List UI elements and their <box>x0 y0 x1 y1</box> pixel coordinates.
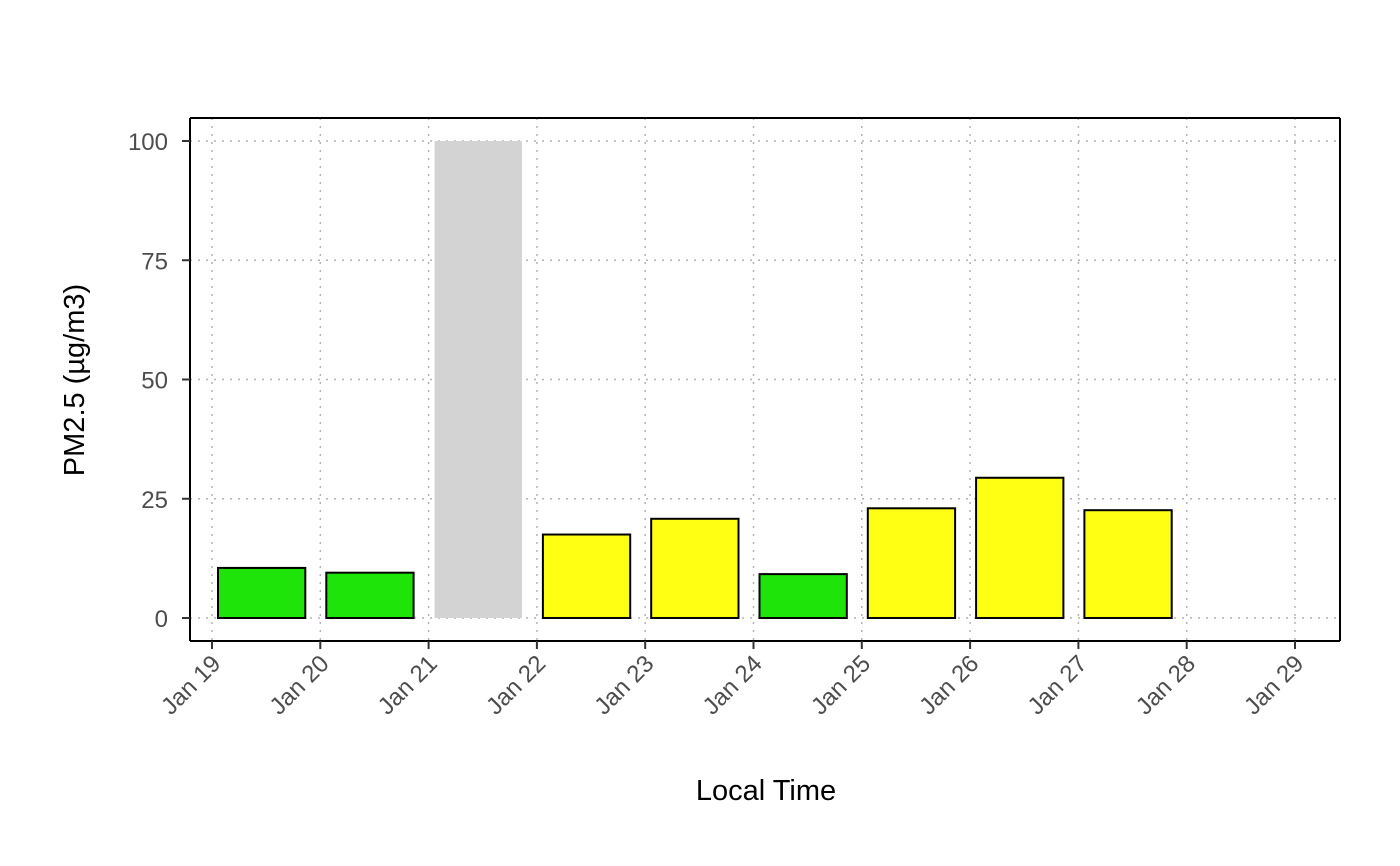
x-tick-label: Jan 25 <box>806 650 876 720</box>
y-axis-title: PM2.5 (µg/m3) <box>59 284 91 476</box>
x-tick-label: Jan 23 <box>589 650 659 720</box>
y-tick-label: 100 <box>128 129 168 156</box>
pm25-bar <box>866 507 957 620</box>
x-tick-label: Jan 22 <box>481 650 551 720</box>
bars <box>217 141 1173 620</box>
x-tick-label: Jan 20 <box>264 650 334 720</box>
y-tick-label: 50 <box>141 368 168 395</box>
pm25-bar <box>1083 509 1173 619</box>
pm25-bar <box>975 476 1065 619</box>
x-tick-label: Jan 21 <box>373 650 443 720</box>
x-tick-label: Jan 27 <box>1023 650 1093 720</box>
pm25-bar <box>325 571 415 619</box>
y-tick-label: 25 <box>141 487 168 514</box>
x-tick-label: Jan 29 <box>1239 650 1309 720</box>
x-tick-label: Jan 26 <box>914 650 984 720</box>
x-axis-title: Local Time <box>696 775 836 807</box>
pm25-bar <box>217 566 307 619</box>
pm25-bar <box>758 573 848 620</box>
x-tick-labels: Jan 19 Jan 20 Jan 21 Jan 22 Jan 23 Jan 24 Jan … <box>156 641 1309 720</box>
x-tick-label: Jan 28 <box>1131 650 1201 720</box>
y-tick-label: 75 <box>141 248 168 275</box>
y-tick-label: 0 <box>155 606 168 633</box>
x-tick-label: Jan 19 <box>156 650 226 720</box>
missing-data-bar <box>434 141 522 618</box>
y-tick-labels: 0 25 50 75 100 <box>128 129 190 633</box>
pm25-bar <box>541 533 632 620</box>
pm25-bar <box>650 517 740 619</box>
x-tick-label: Jan 24 <box>698 650 768 720</box>
